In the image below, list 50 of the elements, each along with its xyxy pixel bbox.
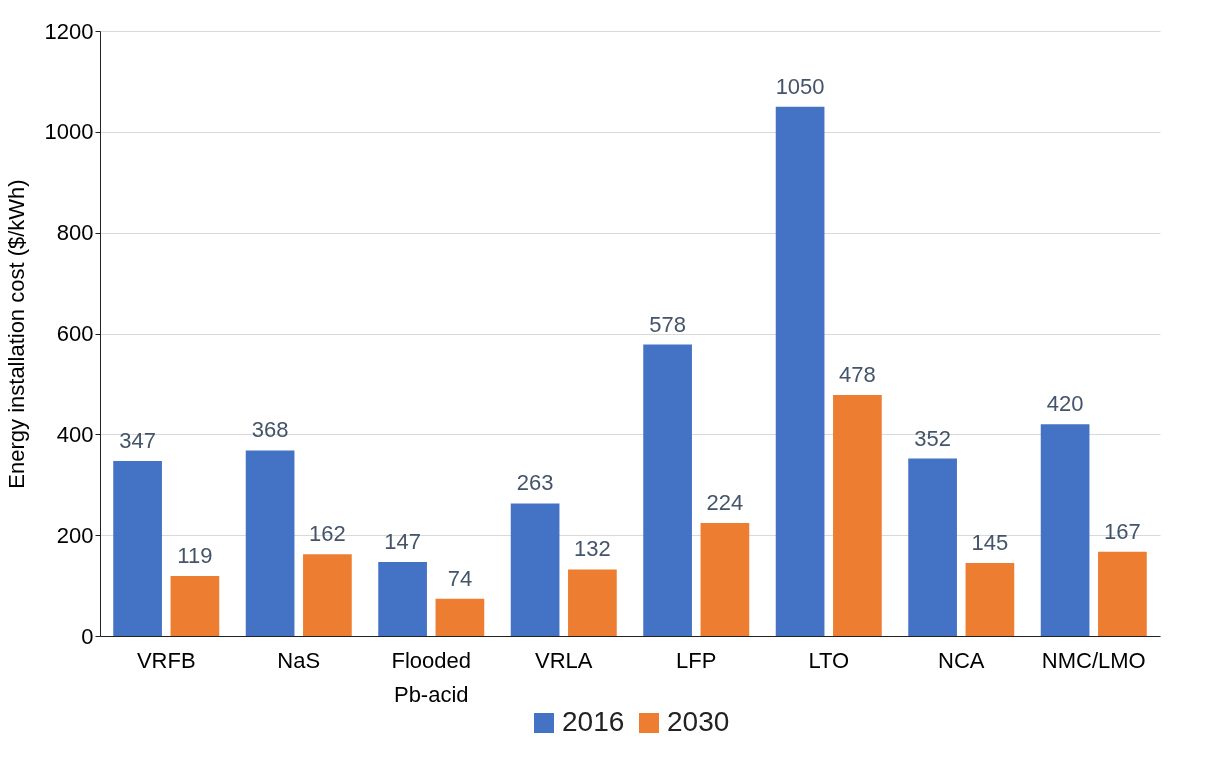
data-label: 420 [1046, 391, 1084, 417]
x-tick-label: NaS [277, 647, 321, 673]
data-label: 263 [516, 470, 554, 496]
bar [775, 106, 825, 636]
y-tick-label: 800 [56, 220, 94, 246]
bar [510, 503, 560, 636]
data-label: 478 [839, 362, 876, 388]
data-label: 167 [1104, 518, 1141, 544]
data-label: 162 [309, 521, 346, 547]
y-tick-label: 1000 [44, 119, 94, 145]
data-label: 578 [649, 311, 686, 337]
bar [245, 450, 295, 636]
x-tick-label: Flooded Pb-acid [391, 647, 472, 707]
bar [700, 523, 750, 636]
legend-label: 2016 [562, 706, 625, 737]
y-tick-label: 1200 [44, 18, 94, 44]
bar [303, 554, 352, 636]
y-axis-title: Energy installation cost ($/kWh) [3, 179, 29, 489]
bar [1098, 551, 1147, 636]
data-label: 347 [119, 428, 156, 454]
data-label: 352 [914, 425, 951, 451]
x-tick-label: LFP [676, 647, 717, 673]
y-tick-label: 0 [81, 623, 94, 649]
data-label: 368 [251, 417, 289, 443]
data-label: 147 [384, 528, 421, 554]
x-tick-label: NCA [938, 647, 985, 673]
bar [833, 395, 882, 636]
bar [1040, 424, 1090, 636]
data-label: 145 [971, 529, 1009, 555]
y-tick-label: 200 [56, 522, 94, 548]
bar [435, 598, 485, 636]
x-tick-label: LTO [808, 647, 850, 673]
x-tick-label: NMC/LMO [1041, 647, 1146, 673]
bar [113, 461, 162, 636]
bar [965, 562, 1015, 636]
bar [378, 561, 427, 636]
bar [568, 569, 617, 636]
bar [908, 458, 957, 636]
data-label: 119 [177, 543, 213, 568]
legend-label: 2030 [667, 706, 730, 737]
data-label: 224 [706, 490, 744, 516]
data-label: 1050 [775, 73, 825, 99]
data-label: 74 [447, 565, 473, 591]
bar [643, 344, 692, 636]
data-label: 132 [574, 536, 611, 562]
y-tick-label: 400 [56, 421, 94, 447]
x-tick-label: VRLA [535, 647, 593, 673]
y-tick-label: 600 [56, 321, 94, 346]
bar [170, 576, 220, 636]
x-tick-label: VRFB [136, 647, 196, 673]
